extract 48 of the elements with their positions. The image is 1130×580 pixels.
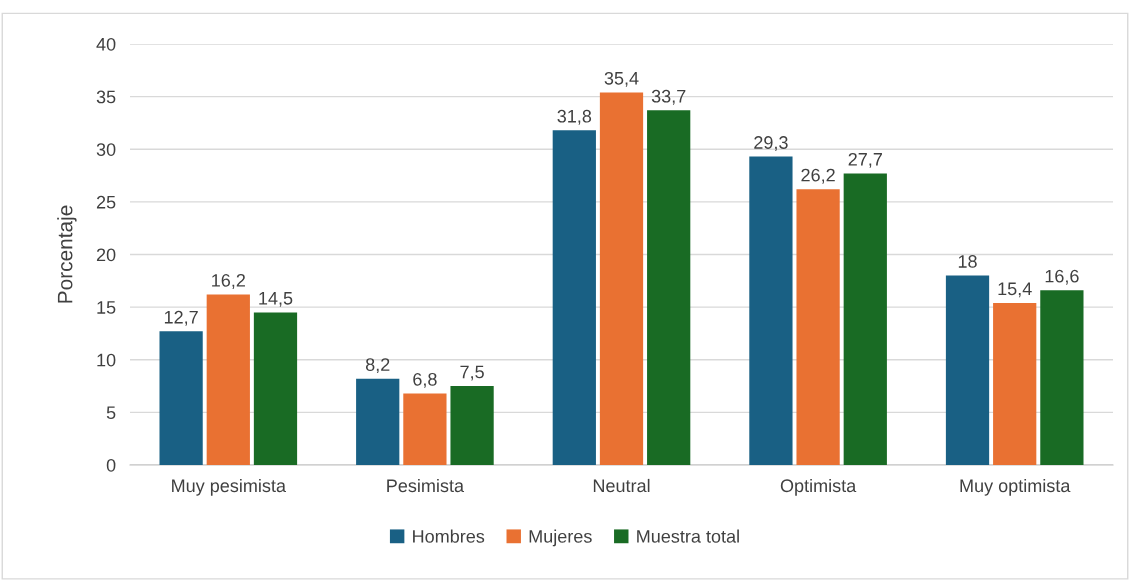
- bar: [253, 312, 298, 465]
- bar: [206, 294, 250, 465]
- legend-label: Muestra total: [637, 529, 739, 543]
- data-label: 7,5: [460, 365, 484, 381]
- data-label: 14,5: [259, 292, 293, 307]
- bar: [843, 173, 887, 465]
- y-tick-label: 15: [97, 301, 116, 314]
- y-tick-label: 35: [96, 90, 116, 104]
- x-tick-label: Neutral: [593, 478, 650, 493]
- x-tick-label: Muy pesimista: [172, 478, 286, 496]
- y-tick-label: 40: [96, 37, 116, 51]
- bar: [356, 378, 400, 465]
- y-tick-label: 30: [96, 143, 116, 156]
- y-tick-label: 0: [106, 458, 116, 472]
- legend-label: Mujeres: [529, 529, 592, 547]
- data-label: 16,2: [212, 273, 245, 289]
- bar: [796, 189, 840, 465]
- x-tick-label: Pesimista: [387, 478, 465, 493]
- x-tick-label: Muy optimista: [960, 478, 1071, 496]
- bar: [993, 302, 1037, 465]
- bar: [599, 92, 644, 465]
- bar: [1040, 290, 1084, 465]
- y-tick-label: 10: [97, 353, 116, 367]
- bar: [450, 386, 494, 465]
- bar: [647, 110, 691, 465]
- data-label: 29,3: [754, 136, 788, 152]
- bar: [749, 156, 793, 465]
- data-label: 16,6: [1045, 269, 1079, 285]
- legend-label: Hombres: [413, 529, 485, 543]
- bar: [945, 275, 990, 465]
- data-label: 6,8: [413, 372, 437, 388]
- data-label: 31,8: [557, 109, 592, 125]
- bar: [403, 393, 447, 465]
- y-tick-label: 5: [106, 406, 116, 420]
- data-label: 27,7: [848, 152, 882, 168]
- y-tick-label: 20: [96, 248, 116, 262]
- data-label: 8,2: [365, 358, 390, 374]
- y-axis-title: Porcentaje: [57, 205, 77, 303]
- data-label: 18: [958, 255, 977, 268]
- data-label: 35,4: [604, 71, 639, 87]
- data-label: 12,7: [164, 310, 198, 326]
- bar: [159, 331, 203, 465]
- data-label: 26,2: [801, 168, 835, 184]
- y-tick-label: 25: [96, 195, 116, 209]
- data-label: 33,7: [651, 89, 686, 105]
- bar: [552, 130, 596, 465]
- x-tick-label: Optimista: [780, 478, 857, 496]
- data-label: 15,4: [998, 282, 1032, 298]
